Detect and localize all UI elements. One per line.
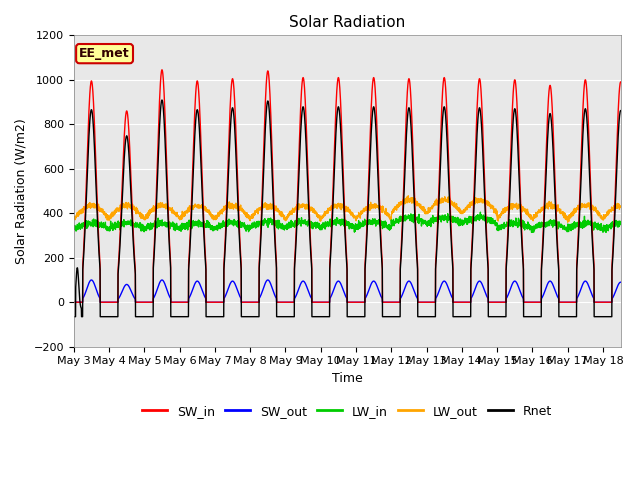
LW_out bbox=[70, 215, 77, 221]
SW_out bbox=[436, 286, 444, 291]
LW_in bbox=[602, 229, 610, 235]
Rnet bbox=[180, 314, 188, 320]
SW_in bbox=[375, 174, 383, 180]
SW_out bbox=[97, 300, 105, 305]
SW_out bbox=[332, 280, 340, 286]
LW_out bbox=[266, 205, 274, 211]
SW_out bbox=[617, 279, 625, 285]
LW_out bbox=[180, 214, 188, 219]
Text: EE_met: EE_met bbox=[79, 47, 130, 60]
SW_out bbox=[266, 280, 274, 286]
Rnet bbox=[266, 122, 274, 128]
Rnet bbox=[332, 124, 340, 130]
SW_in bbox=[266, 95, 274, 101]
Line: SW_out: SW_out bbox=[74, 280, 621, 302]
SW_in bbox=[180, 300, 188, 305]
LW_in bbox=[617, 222, 625, 228]
LW_in bbox=[97, 222, 105, 228]
Rnet bbox=[617, 108, 625, 114]
SW_out bbox=[180, 300, 188, 305]
X-axis label: Time: Time bbox=[332, 372, 363, 385]
Rnet bbox=[158, 97, 166, 103]
SW_in bbox=[70, 300, 77, 305]
SW_out bbox=[375, 288, 383, 293]
LW_in bbox=[70, 225, 77, 231]
SW_out bbox=[88, 277, 95, 283]
SW_in bbox=[332, 97, 340, 103]
LW_out bbox=[404, 193, 412, 199]
Title: Solar Radiation: Solar Radiation bbox=[289, 15, 405, 30]
Rnet bbox=[436, 172, 444, 178]
LW_in bbox=[180, 221, 188, 227]
LW_in bbox=[436, 216, 444, 222]
LW_out bbox=[436, 201, 444, 206]
LW_out bbox=[617, 204, 625, 210]
LW_in bbox=[374, 218, 382, 224]
Rnet bbox=[375, 190, 383, 196]
LW_in bbox=[266, 218, 274, 224]
SW_in bbox=[436, 153, 444, 158]
Legend: SW_in, SW_out, LW_in, LW_out, Rnet: SW_in, SW_out, LW_in, LW_out, Rnet bbox=[137, 400, 557, 423]
LW_out bbox=[332, 204, 340, 209]
Rnet bbox=[70, 314, 77, 320]
LW_in bbox=[477, 209, 484, 215]
LW_in bbox=[332, 223, 340, 228]
Line: LW_out: LW_out bbox=[74, 196, 621, 222]
Line: LW_in: LW_in bbox=[74, 212, 621, 232]
LW_out bbox=[564, 219, 572, 225]
Line: SW_in: SW_in bbox=[74, 70, 621, 302]
Line: Rnet: Rnet bbox=[74, 100, 621, 317]
SW_out bbox=[70, 300, 77, 305]
SW_in bbox=[617, 79, 625, 85]
LW_out bbox=[97, 207, 105, 213]
SW_in bbox=[97, 300, 105, 305]
Rnet bbox=[97, 314, 105, 320]
LW_out bbox=[374, 203, 382, 208]
Y-axis label: Solar Radiation (W/m2): Solar Radiation (W/m2) bbox=[15, 118, 28, 264]
SW_in bbox=[158, 67, 166, 72]
